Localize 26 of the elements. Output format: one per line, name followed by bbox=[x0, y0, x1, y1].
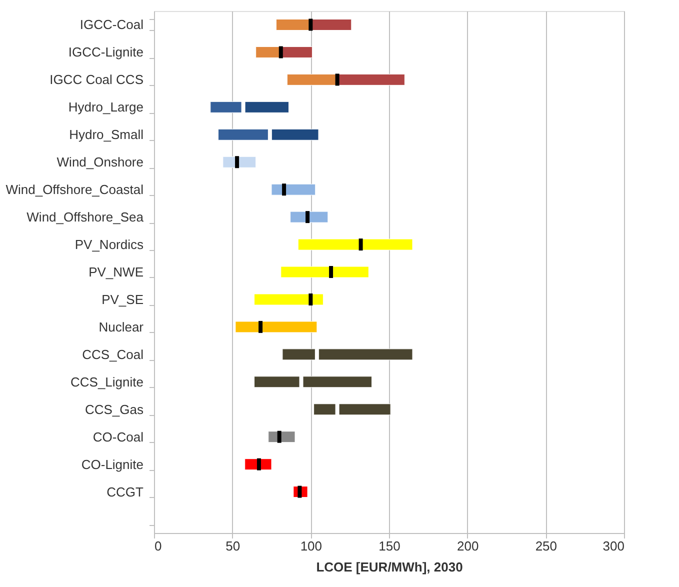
x-tick-label: 250 bbox=[535, 538, 558, 554]
y-tick-label: CCS_Lignite bbox=[70, 374, 144, 390]
x-tick-label: 100 bbox=[300, 538, 322, 554]
y-tick-label: IGCC-Lignite bbox=[68, 44, 144, 60]
y-tick-label: Wind_Onshore bbox=[56, 154, 144, 170]
y-tick-label: PV_NWE bbox=[88, 264, 144, 280]
y-tick-label: CO-Lignite bbox=[81, 456, 144, 472]
y-tick-label: CCS_Coal bbox=[82, 346, 144, 362]
y-tick-label: PV_SE bbox=[102, 292, 144, 307]
y-tick-label: CCS_Gas bbox=[84, 402, 144, 417]
y-tick-label: Nuclear bbox=[98, 319, 144, 334]
y-tick-label: CO-Coal bbox=[92, 429, 144, 444]
x-axis-title: LCOE [EUR/MWh], 2030 bbox=[316, 560, 463, 574]
x-tick-label: 150 bbox=[378, 538, 400, 554]
y-tick-label: CCGT bbox=[106, 484, 144, 500]
y-tick-label: Wind_Offshore_Sea bbox=[26, 210, 144, 225]
x-tick-label: 200 bbox=[456, 538, 479, 554]
y-tick-label: Hydro_Small bbox=[69, 127, 144, 142]
x-tick-label: 0 bbox=[154, 538, 162, 554]
y-tick-label: PV_Nordics bbox=[74, 237, 144, 252]
y-tick-label: IGCC Coal CCS bbox=[50, 72, 144, 88]
x-tick-label: 300 bbox=[602, 538, 624, 554]
y-tick-label: IGCC-Coal bbox=[80, 17, 144, 32]
y-tick-label: Hydro_Large bbox=[68, 100, 144, 115]
y-tick-label: Wind_Offshore_Coastal bbox=[6, 182, 144, 198]
x-tick-label: 50 bbox=[226, 538, 240, 554]
